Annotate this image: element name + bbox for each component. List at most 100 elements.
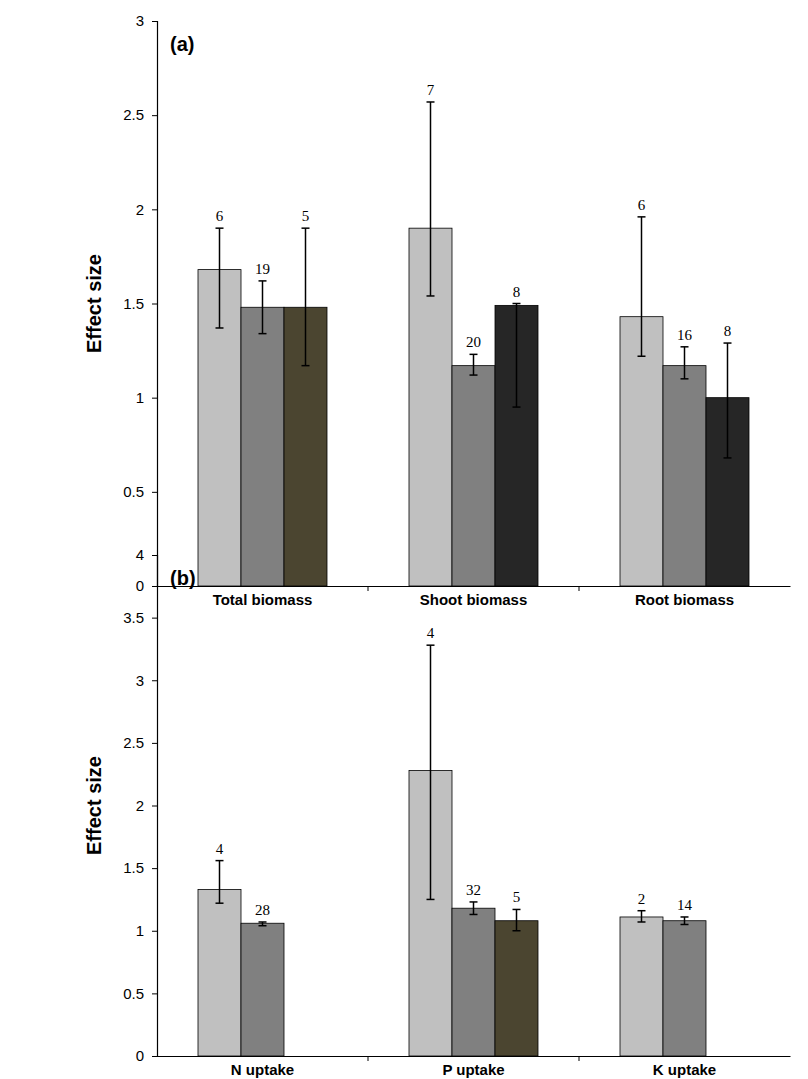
error-bar-cap <box>638 355 646 357</box>
y-tick-label: 2 <box>136 201 144 218</box>
error-bar-cap <box>638 910 646 912</box>
x-axis: Total biomass Shoot biomass Root biomass <box>158 586 791 608</box>
error-bar-stem <box>473 902 475 915</box>
bar <box>452 908 495 1056</box>
x-tick: Total biomass <box>213 586 313 608</box>
error-bar-cap <box>216 860 224 862</box>
y-tick-label: 0 <box>136 577 144 594</box>
bar <box>663 366 706 586</box>
bar <box>495 921 538 1056</box>
error-bar-cap <box>427 295 435 297</box>
y-tick: 0.5 <box>123 483 157 500</box>
x-boundary-tick <box>579 586 580 591</box>
x-tick: Root biomass <box>635 586 734 608</box>
y-tick-label: 4 <box>136 546 144 563</box>
error-bar-cap <box>470 354 478 356</box>
x-tick: K uptake <box>653 1056 716 1078</box>
x-tick-label: N uptake <box>231 1061 294 1078</box>
error-bar-cap <box>302 227 310 229</box>
y-axis-title: Effect size <box>83 756 105 855</box>
count-label: 14 <box>677 897 693 913</box>
error-bar <box>302 228 310 365</box>
error-bar <box>724 343 732 458</box>
error-bar-cap <box>427 899 435 901</box>
error-bar-stem <box>262 281 264 334</box>
y-tick-label: 3.5 <box>123 609 144 626</box>
count-label: 19 <box>255 261 270 277</box>
error-bar-stem <box>473 354 475 375</box>
count-label: 4 <box>216 841 224 857</box>
y-tick: 0 <box>136 1047 157 1064</box>
y-tick-label: 2.5 <box>123 106 144 123</box>
y-tick-mark <box>152 21 157 22</box>
error-bar <box>216 228 224 328</box>
count-label: 8 <box>513 284 521 300</box>
error-bar <box>513 304 521 408</box>
error-bar-cap <box>513 406 521 408</box>
bar <box>452 366 495 586</box>
error-bar-stem <box>641 217 643 356</box>
error-bar-stem <box>516 304 518 408</box>
y-tick-mark <box>152 115 157 116</box>
bar <box>198 889 241 1056</box>
x-tick: Shoot biomass <box>420 586 528 608</box>
y-tick: 2.5 <box>123 734 157 751</box>
bars <box>198 102 749 586</box>
y-tick: 4 <box>136 546 157 563</box>
y-axis-line <box>152 556 158 1057</box>
x-boundary-tick <box>368 586 369 591</box>
y-tick-mark <box>152 806 157 807</box>
y-tick: 3 <box>136 12 157 29</box>
count-label: 2 <box>638 891 646 907</box>
x-tick-label: Root biomass <box>635 591 734 608</box>
y-axis-line <box>152 22 158 587</box>
x-boundary-tick <box>368 1056 369 1061</box>
y-tick: 1.5 <box>123 859 157 876</box>
error-bar-cap <box>427 644 435 646</box>
count-label: 5 <box>513 889 521 905</box>
y-axis: 00.511.522.533.54 <box>123 546 157 1064</box>
count-label: 32 <box>466 882 481 898</box>
error-bar-cap <box>513 930 521 932</box>
error-bar-stem <box>219 861 221 904</box>
error-bar-cap <box>216 227 224 229</box>
x-tick: N uptake <box>231 1056 294 1078</box>
error-bar-cap <box>513 303 521 305</box>
y-tick-label: 2 <box>136 797 144 814</box>
panel-title: (b) <box>170 567 196 589</box>
y-tick: 1 <box>136 922 157 939</box>
y-tick-mark <box>152 398 157 399</box>
count-label: 28 <box>255 902 270 918</box>
error-bar-cap <box>427 101 435 103</box>
error-bar-cap <box>681 378 689 380</box>
error-bar <box>681 917 689 925</box>
y-tick: 2.5 <box>123 106 157 123</box>
x-axis-line <box>158 1056 791 1057</box>
x-tick: P uptake <box>442 1056 504 1078</box>
error-bar-cap <box>259 921 267 923</box>
error-bar <box>638 911 646 922</box>
y-tick: 2 <box>136 797 157 814</box>
error-bar-cap <box>681 346 689 348</box>
y-tick-label: 2.5 <box>123 734 144 751</box>
error-bar <box>259 922 267 926</box>
error-bar-stem <box>641 911 643 922</box>
count-label: 4 <box>427 625 435 641</box>
y-tick-label: 1.5 <box>123 859 144 876</box>
error-bar-cap <box>259 333 267 335</box>
error-bar-cap <box>681 924 689 926</box>
error-bar <box>427 102 435 296</box>
error-bar-cap <box>470 914 478 916</box>
bar <box>663 921 706 1056</box>
x-axis: N uptake P uptake K uptake <box>158 1056 791 1078</box>
y-tick-mark <box>152 586 157 587</box>
error-bar-stem <box>727 343 729 458</box>
y-axis: 00.511.522.53 <box>123 12 157 594</box>
error-bar-stem <box>684 917 686 925</box>
x-tick-label: Total biomass <box>213 591 313 608</box>
y-tick-label: 0.5 <box>123 483 144 500</box>
error-bar <box>470 902 478 915</box>
y-tick-mark <box>152 304 157 305</box>
error-bar <box>259 281 267 334</box>
count-label: 6 <box>638 197 646 213</box>
